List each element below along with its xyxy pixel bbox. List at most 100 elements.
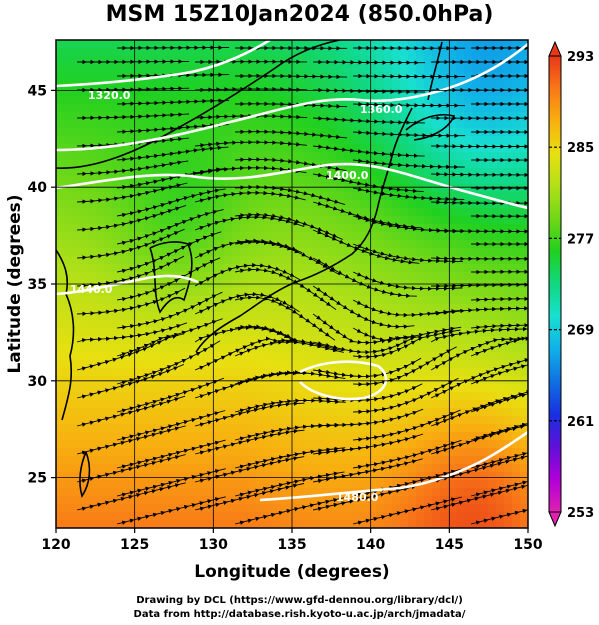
field-cell	[432, 344, 441, 353]
field-cell	[512, 208, 521, 217]
field-cell	[448, 136, 457, 145]
field-cell	[464, 424, 473, 433]
field-cell	[64, 240, 73, 249]
field-cell	[216, 88, 225, 97]
field-cell	[64, 480, 73, 489]
field-cell	[272, 96, 281, 105]
field-cell	[488, 96, 497, 105]
field-cell	[488, 104, 497, 113]
contour-label-1320: 1320.0	[88, 89, 131, 102]
field-cell	[96, 368, 105, 377]
field-cell	[416, 144, 425, 153]
field-cell	[184, 160, 193, 169]
field-cell	[200, 240, 209, 249]
field-cell	[192, 464, 201, 473]
field-cell	[152, 384, 161, 393]
field-cell	[280, 448, 289, 457]
field-cell	[504, 296, 513, 305]
field-cell	[136, 64, 145, 73]
field-cell	[416, 96, 425, 105]
field-cell	[472, 272, 481, 281]
field-cell	[192, 152, 201, 161]
field-cell	[264, 256, 273, 265]
field-cell	[88, 496, 97, 505]
field-cell	[200, 312, 209, 321]
field-cell	[72, 424, 81, 433]
field-cell	[232, 424, 241, 433]
field-cell	[488, 320, 497, 329]
field-cell	[424, 224, 433, 233]
field-cell	[480, 152, 489, 161]
field-cell	[320, 208, 329, 217]
field-cell	[224, 192, 233, 201]
field-cell	[520, 368, 528, 377]
field-cell	[120, 392, 129, 401]
field-cell	[200, 104, 209, 113]
field-cell	[392, 520, 401, 528]
field-cell	[240, 360, 249, 369]
field-cell	[104, 136, 113, 145]
field-cell	[152, 504, 161, 513]
field-cell	[88, 336, 97, 345]
field-cell	[80, 296, 89, 305]
field-cell	[192, 48, 201, 57]
field-cell	[104, 504, 113, 513]
field-cell	[136, 152, 145, 161]
field-cell	[280, 120, 289, 129]
field-cell	[96, 480, 105, 489]
field-cell	[464, 368, 473, 377]
field-cell	[112, 344, 121, 353]
field-cell	[336, 424, 345, 433]
field-cell	[296, 64, 305, 73]
field-cell	[168, 96, 177, 105]
field-cell	[280, 472, 289, 481]
field-cell	[144, 304, 153, 313]
field-cell	[200, 288, 209, 297]
field-cell	[64, 448, 73, 457]
field-cell	[456, 104, 465, 113]
field-cell	[376, 240, 385, 249]
field-cell	[296, 264, 305, 273]
field-cell	[64, 400, 73, 409]
field-cell	[408, 136, 417, 145]
field-cell	[192, 448, 201, 457]
field-cell	[472, 352, 481, 361]
field-cell	[128, 40, 137, 49]
field-cell	[192, 288, 201, 297]
field-cell	[384, 472, 393, 481]
field-cell	[296, 184, 305, 193]
field-cell	[360, 480, 369, 489]
field-cell	[128, 224, 137, 233]
streamline	[77, 59, 190, 65]
field-cell	[152, 408, 161, 417]
field-cell	[104, 456, 113, 465]
field-cell	[312, 168, 321, 177]
y-tick-label: 30	[28, 374, 48, 390]
field-cell	[392, 56, 401, 65]
field-cell	[232, 272, 241, 281]
field-cell	[472, 232, 481, 241]
field-cell	[120, 456, 129, 465]
field-cell	[104, 488, 113, 497]
field-cell	[488, 264, 497, 273]
field-cell	[432, 464, 441, 473]
field-cell	[424, 88, 433, 97]
x-axis-label: Longitude (degrees)	[194, 562, 389, 582]
field-cell	[160, 376, 169, 385]
field-cell	[320, 416, 329, 425]
field-cell	[360, 152, 369, 161]
field-cell	[152, 464, 161, 473]
field-cell	[336, 56, 345, 65]
field-cell	[512, 144, 521, 153]
field-cell	[496, 504, 505, 513]
field-cell	[56, 360, 65, 369]
field-cell	[240, 176, 249, 185]
field-cell	[312, 56, 321, 65]
field-cell	[368, 40, 377, 49]
field-cell	[152, 160, 161, 169]
field-cell	[248, 312, 257, 321]
field-cell	[464, 512, 473, 521]
field-cell	[512, 112, 521, 121]
field-cell	[232, 504, 241, 513]
field-cell	[312, 304, 321, 313]
